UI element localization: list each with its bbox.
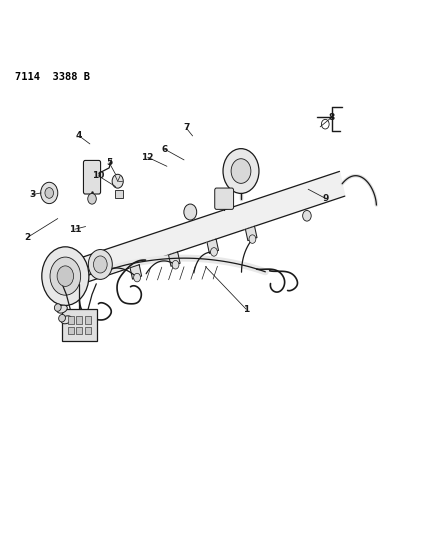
Circle shape: [42, 247, 89, 305]
FancyBboxPatch shape: [115, 190, 123, 198]
Text: 10: 10: [92, 172, 104, 180]
FancyBboxPatch shape: [85, 316, 91, 324]
FancyBboxPatch shape: [85, 327, 91, 334]
Circle shape: [249, 235, 256, 244]
Polygon shape: [83, 172, 345, 281]
Circle shape: [50, 257, 80, 295]
FancyBboxPatch shape: [76, 316, 82, 324]
Circle shape: [321, 119, 329, 129]
Polygon shape: [169, 252, 180, 266]
Ellipse shape: [54, 304, 61, 311]
Circle shape: [93, 256, 107, 273]
FancyBboxPatch shape: [76, 327, 82, 334]
Polygon shape: [245, 226, 257, 240]
Text: 4: 4: [76, 132, 82, 140]
FancyBboxPatch shape: [83, 160, 101, 194]
Text: 7: 7: [183, 124, 189, 132]
FancyBboxPatch shape: [68, 316, 74, 324]
Text: 7114  3388 B: 7114 3388 B: [15, 72, 90, 82]
Text: 2: 2: [25, 233, 31, 241]
Circle shape: [88, 249, 112, 279]
Circle shape: [303, 211, 311, 221]
Circle shape: [57, 266, 74, 286]
Ellipse shape: [57, 305, 67, 313]
Text: 6: 6: [162, 145, 168, 154]
Circle shape: [88, 193, 96, 204]
FancyBboxPatch shape: [215, 188, 234, 209]
Text: 1: 1: [243, 305, 249, 313]
Text: 8: 8: [329, 113, 335, 122]
Polygon shape: [130, 265, 142, 279]
Circle shape: [231, 159, 251, 183]
Circle shape: [172, 261, 179, 269]
FancyBboxPatch shape: [62, 309, 96, 342]
Circle shape: [45, 188, 54, 198]
Circle shape: [41, 182, 58, 204]
Text: 11: 11: [68, 225, 81, 233]
Circle shape: [134, 273, 140, 282]
Text: 5: 5: [106, 158, 112, 167]
Text: 12: 12: [141, 153, 154, 161]
Circle shape: [211, 248, 217, 256]
Circle shape: [184, 204, 197, 220]
Ellipse shape: [59, 314, 65, 322]
Text: 3: 3: [29, 190, 35, 199]
Polygon shape: [207, 239, 219, 253]
Circle shape: [112, 174, 123, 188]
Circle shape: [223, 149, 259, 193]
Text: 9: 9: [322, 194, 328, 203]
Ellipse shape: [61, 316, 71, 324]
FancyBboxPatch shape: [68, 327, 74, 334]
